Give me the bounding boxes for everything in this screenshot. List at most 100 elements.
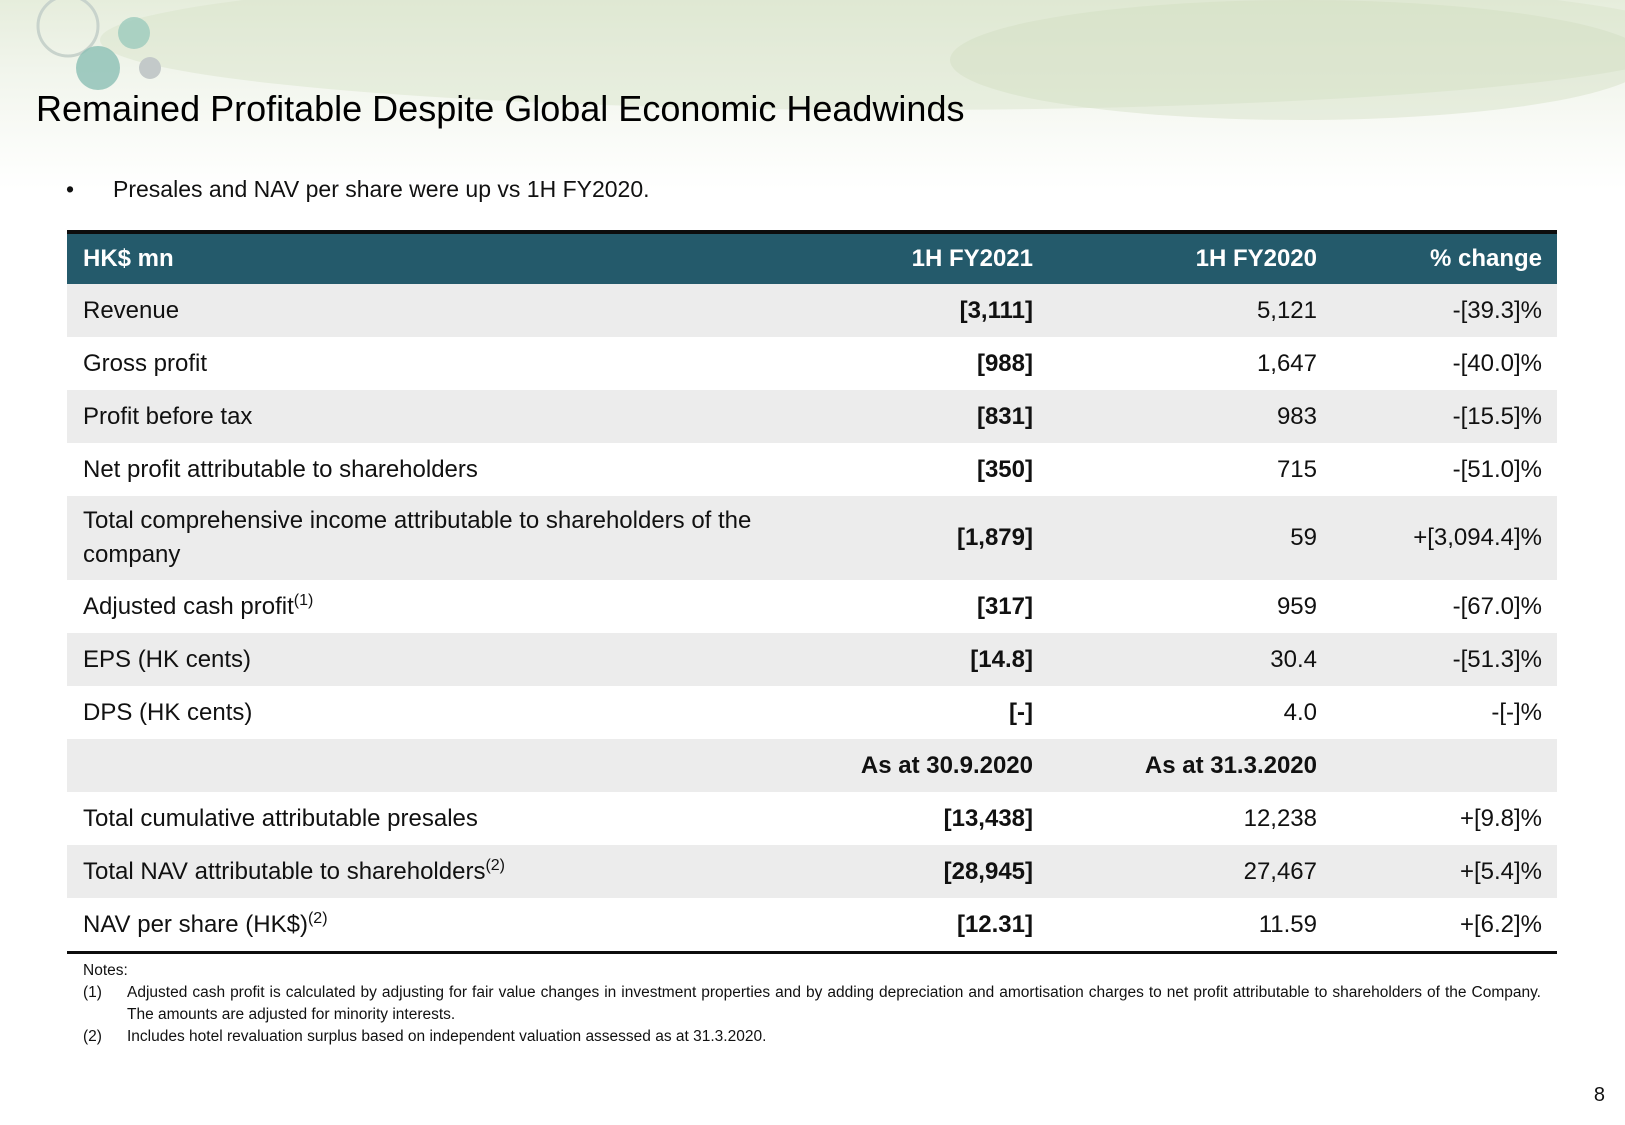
- value-cell: [317]: [976, 592, 1033, 620]
- subheader-cell: As at 30.9.2020: [757, 739, 1034, 792]
- value-cell: [350]: [976, 455, 1033, 483]
- background-decoration: [36, 0, 1625, 120]
- foliage: [100, 0, 1625, 110]
- value-cell: 983: [1034, 390, 1318, 443]
- header-cell: % change: [1318, 232, 1557, 284]
- header-row: HK$ mn 1H FY2021 1H FY2020% change: [67, 232, 1557, 284]
- table-row: Revenue [3,111] 5,121 -[39.3]%: [67, 284, 1557, 337]
- value-cell: [1,879]: [757, 496, 1034, 580]
- value-cell: -[15.5]%: [1318, 390, 1557, 443]
- label-text: Gross profit: [83, 349, 208, 377]
- row-label: NAV per share (HK$)(2): [67, 898, 757, 953]
- value-cell: [28,945]: [757, 845, 1034, 898]
- header-cell: HK$ mn: [67, 232, 757, 284]
- logo-circle: [76, 46, 120, 90]
- row-label: Gross profit: [67, 337, 757, 390]
- note-marker: (2): [83, 1028, 102, 1045]
- footnote-ref: (2): [307, 910, 328, 927]
- footnote-ref: (1): [293, 592, 314, 609]
- value-cell: [3,111]: [757, 284, 1034, 337]
- value-cell: [831]: [757, 390, 1034, 443]
- value-cell: [12.31]: [956, 910, 1033, 938]
- value-cell: +[3,094.4]%: [1318, 496, 1557, 580]
- row-label: Profit before tax: [67, 390, 757, 443]
- table-row: Total cumulative attributable presales [1…: [67, 792, 1557, 845]
- label-text: Total NAV attributable to shareholders: [83, 858, 486, 885]
- bullet-text: Presales and NAV per share were up vs 1H…: [113, 176, 650, 202]
- value-cell: -[51.3]%: [1318, 633, 1557, 686]
- label-text: Net profit attributable to shareholders: [83, 455, 478, 483]
- value-cell: 12,238: [1243, 804, 1317, 832]
- table-body: HK$ mn 1H FY2021 1H FY2020% change Revenue […: [67, 232, 1557, 953]
- table-row: Gross profit [988] 1,647 -[40.0]%: [67, 337, 1557, 390]
- table-row: EPS (HK cents) [14.8] 30.4 -[51.3]%: [67, 633, 1557, 686]
- value-cell: 59: [1034, 496, 1318, 580]
- value-cell: [13,438]: [943, 804, 1033, 832]
- logo-circle: [36, 0, 100, 58]
- subheader-cell: As at 31.3.2020: [1034, 739, 1318, 792]
- row-label: Revenue: [67, 284, 757, 337]
- value-cell: 27,467: [1034, 845, 1318, 898]
- value-cell: [-]: [1009, 698, 1033, 726]
- label-text: Total cumulative attributable presales: [83, 804, 478, 832]
- slide-title: Remained Profitable Despite Global Econo…: [36, 88, 965, 129]
- table-row: Total comprehensive income attributable …: [67, 496, 1557, 580]
- row-label: Adjusted cash profit(1): [67, 580, 757, 633]
- value-cell: 4.0: [1283, 698, 1317, 726]
- table-row: Net profit attributable to shareholders […: [67, 443, 1557, 496]
- table-row: DPS (HK cents) [-] 4.0 -[-]%: [67, 686, 1557, 739]
- header-cell: 1H FY2020: [1034, 232, 1318, 284]
- note-text: Adjusted cash profit is calculated by ad…: [127, 984, 1541, 1023]
- footnote-ref: (2): [485, 857, 506, 874]
- value-cell: +[9.8]%: [1459, 804, 1542, 832]
- value-cell: 1,647: [1256, 349, 1317, 377]
- row-label: Net profit attributable to shareholders: [67, 443, 757, 496]
- label-text: DPS (HK cents): [83, 698, 253, 726]
- value-cell: 11.59: [1258, 910, 1317, 938]
- page-number: 8: [1593, 1084, 1605, 1106]
- table-row: Adjusted cash profit(1) [317] 959 -[67.0]%: [67, 580, 1557, 633]
- table-row: Profit before tax [831] 983 -[15.5]%: [67, 390, 1557, 443]
- value-cell: 5,121: [1034, 284, 1318, 337]
- value-cell: [988]: [976, 349, 1033, 377]
- label-text: EPS (HK cents): [83, 645, 252, 673]
- note-item: (1) Adjusted cash profit is calculated by…: [83, 982, 1541, 1026]
- blank-cell: [67, 739, 757, 792]
- row-label: DPS (HK cents): [67, 686, 757, 739]
- note-marker: (1): [83, 984, 102, 1001]
- subheader-row: As at 30.9.2020 As at 31.3.2020: [67, 739, 1557, 792]
- label-text: Total comprehensive income attributable …: [83, 507, 752, 568]
- row-label: EPS (HK cents): [67, 633, 757, 686]
- foliage: [950, 0, 1625, 120]
- table-row: NAV per share (HK$)(2) [12.31] 11.59 +[6.2]…: [67, 898, 1557, 953]
- financial-table: HK$ mn 1H FY2021 1H FY2020% change Revenue […: [67, 230, 1557, 954]
- value-cell: [14.8]: [757, 633, 1034, 686]
- bullet: • Presales and NAV per share were up vs 1…: [66, 176, 650, 203]
- notes-items: (1) Adjusted cash profit is calculated by…: [83, 982, 1541, 1048]
- value-cell: +[5.4]%: [1318, 845, 1557, 898]
- value-cell: 30.4: [1034, 633, 1318, 686]
- value-cell: -[40.0]%: [1452, 349, 1542, 377]
- value-cell: -[-]%: [1491, 698, 1542, 726]
- value-cell: 715: [1276, 455, 1317, 483]
- row-label: Total cumulative attributable presales: [67, 792, 757, 845]
- label-text: Adjusted cash profit: [83, 593, 294, 620]
- logo-circle: [139, 57, 161, 79]
- note-item: (2) Includes hotel revaluation surplus ba…: [83, 1026, 1541, 1048]
- value-cell: -[67.0]%: [1452, 592, 1542, 620]
- label-text: Profit before tax: [83, 402, 253, 430]
- header-cell: 1H FY2021: [757, 232, 1034, 284]
- bullet-dot: •: [66, 176, 75, 202]
- label-text: NAV per share (HK$): [83, 911, 308, 938]
- row-label: Total comprehensive income attributable …: [67, 496, 757, 580]
- note-text: Includes hotel revaluation surplus based…: [127, 1028, 767, 1045]
- row-label: Total NAV attributable to shareholders(2…: [67, 845, 757, 898]
- value-cell: -[39.3]%: [1318, 284, 1557, 337]
- table-row: Total NAV attributable to shareholders(2…: [67, 845, 1557, 898]
- blank-cell: [1318, 739, 1557, 792]
- value-cell: +[6.2]%: [1459, 910, 1542, 938]
- logo-circle: [118, 17, 150, 49]
- notes: Notes: (1) Adjusted cash profit is calcul…: [83, 960, 1541, 1048]
- value-cell: 959: [1276, 592, 1317, 620]
